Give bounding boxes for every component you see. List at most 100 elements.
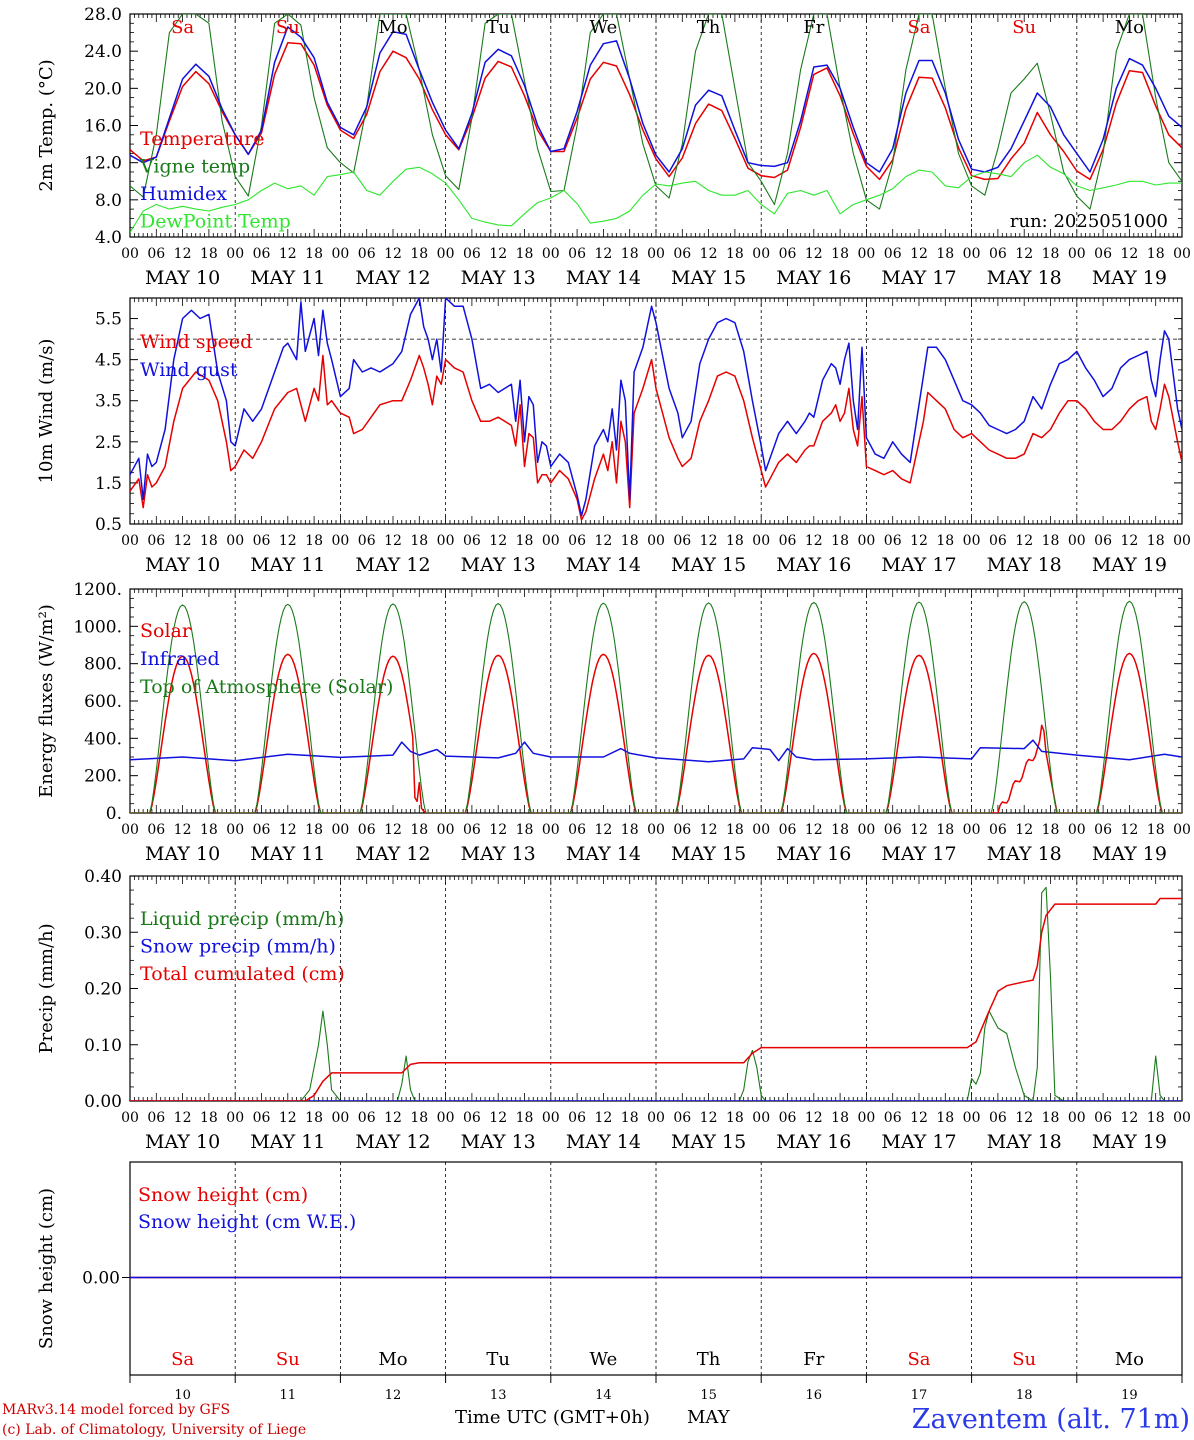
hour-label: 18 <box>516 822 534 838</box>
series-solar <box>130 652 1182 813</box>
weekday-label: We <box>590 1349 618 1370</box>
panel-temperature: 4.0 8.0 12.0 16.0 20.0 24.0 28.0 2m Temp. (°C) T… <box>36 5 1191 289</box>
hour-label: 06 <box>463 246 481 262</box>
hour-label: 06 <box>253 1110 271 1126</box>
hour-label: 18 <box>936 246 954 262</box>
hour-label: 18 <box>305 533 323 549</box>
y-tick-label: 0.00 <box>82 1269 120 1289</box>
day-number-label: 13 <box>490 1388 507 1403</box>
hour-label: 00 <box>121 533 139 549</box>
hour-label: 00 <box>1068 1110 1086 1126</box>
hour-label: 18 <box>516 1110 534 1126</box>
hour-label: 00 <box>1068 822 1086 838</box>
hour-label: 00 <box>331 533 349 549</box>
date-label: MAY 15 <box>671 554 746 576</box>
hour-label: 18 <box>410 822 428 838</box>
hour-label: 12 <box>910 822 928 838</box>
hour-label: 18 <box>621 1110 639 1126</box>
panel-snow-height: 0.00 Snow height (cm) Snow height (cm) Snow… <box>36 1161 1183 1403</box>
station-label: Zaventem (alt. 71m) <box>912 1404 1190 1435</box>
hour-label: 18 <box>305 1110 323 1126</box>
date-label: MAY 19 <box>1092 843 1167 865</box>
weekday-label: Mo <box>1115 1349 1144 1370</box>
hour-label: 00 <box>226 533 244 549</box>
date-label: MAY 17 <box>881 1131 956 1153</box>
hour-label: 06 <box>1094 533 1112 549</box>
date-label: MAY 11 <box>250 1131 325 1153</box>
series-vigne-temp <box>130 14 1182 210</box>
hour-label: 12 <box>910 246 928 262</box>
y-axis-title: 10m Wind (m/s) <box>36 339 57 484</box>
date-label: MAY 17 <box>881 267 956 289</box>
hour-label: 00 <box>121 246 139 262</box>
panel-energy-fluxes: 0. 200. 400. 600. 800. 1000. 1200. Energy fluxe… <box>36 580 1191 865</box>
date-label: MAY 13 <box>461 843 536 865</box>
hour-label: 00 <box>1173 1110 1191 1126</box>
y-tick-label: 4.0 <box>95 228 122 248</box>
hour-label: 18 <box>516 246 534 262</box>
date-label: MAY 10 <box>145 554 220 576</box>
run-label: run: 2025051000 <box>1010 211 1168 232</box>
hour-label: 06 <box>253 822 271 838</box>
hour-label: 18 <box>621 822 639 838</box>
date-label: MAY 16 <box>776 1131 851 1153</box>
y-tick-label: 800. <box>84 655 122 675</box>
hour-label: 00 <box>437 246 455 262</box>
hour-label: 06 <box>1094 246 1112 262</box>
day-number-label: 15 <box>700 1388 717 1403</box>
hour-label: 12 <box>1120 246 1138 262</box>
hour-label: 12 <box>1015 246 1033 262</box>
weekday-label: Th <box>697 17 721 38</box>
weekday-label: Su <box>276 17 300 38</box>
hour-label: 18 <box>831 822 849 838</box>
hour-label: 00 <box>437 822 455 838</box>
hour-label: 00 <box>647 533 665 549</box>
y-tick-label: 28.0 <box>84 5 122 25</box>
y-axis-title: Precip (mm/h) <box>36 923 57 1053</box>
y-tick-label: 1200. <box>73 580 122 600</box>
legend-entry: Top of Atmosphere (Solar) <box>140 676 393 698</box>
weekday-label: Tu <box>486 1349 510 1370</box>
hour-label: 06 <box>568 533 586 549</box>
date-label: MAY 17 <box>881 554 956 576</box>
hour-label: 12 <box>279 1110 297 1126</box>
hour-label: 00 <box>857 246 875 262</box>
weekday-label: Fr <box>803 1349 824 1370</box>
hour-label: 00 <box>963 246 981 262</box>
hour-label: 06 <box>358 246 376 262</box>
day-number-label: 12 <box>385 1388 402 1403</box>
hour-label: 18 <box>410 533 428 549</box>
hour-label: 06 <box>779 533 797 549</box>
hour-label: 18 <box>726 246 744 262</box>
hour-label: 06 <box>884 1110 902 1126</box>
hour-label: 18 <box>726 822 744 838</box>
date-label: MAY 10 <box>145 1131 220 1153</box>
hour-label: 00 <box>857 1110 875 1126</box>
hour-label: 12 <box>384 822 402 838</box>
y-tick-label: 0.40 <box>84 867 122 887</box>
hour-label: 18 <box>936 1110 954 1126</box>
hour-label: 12 <box>174 1110 192 1126</box>
legend-entry: DewPoint Temp <box>140 211 291 233</box>
hour-label: 06 <box>253 533 271 549</box>
date-label: MAY 10 <box>145 267 220 289</box>
y-tick-label: 0.00 <box>84 1092 122 1112</box>
legend-entry: Liquid precip (mm/h) <box>140 908 344 930</box>
date-label: MAY 12 <box>355 1131 430 1153</box>
hour-label: 00 <box>752 533 770 549</box>
hour-label: 06 <box>358 822 376 838</box>
hour-label: 06 <box>568 1110 586 1126</box>
y-tick-label: 16.0 <box>84 117 122 137</box>
hour-label: 18 <box>621 246 639 262</box>
date-label: MAY 18 <box>987 1131 1062 1153</box>
date-label: MAY 12 <box>355 554 430 576</box>
hour-label: 12 <box>594 533 612 549</box>
day-number-label: 10 <box>174 1388 191 1403</box>
hour-label: 18 <box>200 822 218 838</box>
hour-label: 18 <box>516 533 534 549</box>
date-label: MAY 13 <box>461 554 536 576</box>
hour-label: 18 <box>621 533 639 549</box>
hour-label: 06 <box>989 1110 1007 1126</box>
hour-label: 12 <box>805 822 823 838</box>
